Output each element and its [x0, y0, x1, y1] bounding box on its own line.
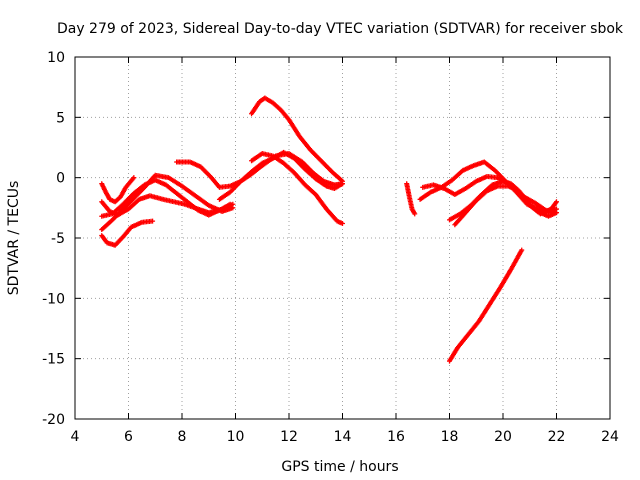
x-tick-label: 12	[280, 429, 298, 445]
series-track-n	[452, 183, 559, 228]
data-point	[340, 178, 345, 184]
series-track-i	[249, 95, 345, 184]
series-track-c	[99, 172, 236, 233]
axis-ticks: 4 6 8 10 12 14 16 18 20 22 24 -20 -15 -10 -5 0 5 10	[42, 50, 619, 445]
grid-lines	[75, 57, 610, 419]
y-tick-label: -5	[51, 231, 65, 247]
x-tick-label: 6	[124, 429, 133, 445]
y-tick-label: 5	[56, 110, 65, 126]
data-point	[230, 205, 236, 211]
data-point	[554, 210, 559, 216]
chart-title: Day 279 of 2023, Sidereal Day-to-day VTE…	[57, 21, 624, 37]
data-point	[340, 221, 345, 227]
x-axis-label: GPS time / hours	[281, 459, 398, 475]
series-track-j	[404, 181, 418, 217]
x-tick-label: 4	[71, 429, 80, 445]
x-tick-label: 20	[494, 429, 512, 445]
x-tick-label: 10	[227, 429, 245, 445]
x-tick-label: 18	[441, 429, 459, 445]
series-track-d	[99, 218, 156, 248]
data-point	[227, 201, 233, 207]
series-track-e	[99, 175, 137, 205]
data-point	[131, 175, 137, 181]
series-track-g	[216, 149, 345, 202]
x-tick-label: 22	[548, 429, 566, 445]
x-tick-label: 14	[334, 429, 352, 445]
data-series	[99, 95, 559, 364]
y-tick-label: -20	[42, 412, 65, 428]
y-tick-label: -15	[42, 352, 65, 368]
data-point	[519, 247, 525, 253]
y-tick-label: -10	[42, 291, 65, 307]
data-point	[150, 218, 156, 224]
y-axis-label: SDTVAR / TECUs	[6, 181, 22, 296]
data-point	[554, 199, 559, 205]
data-point	[412, 211, 418, 217]
series-track-o	[447, 247, 525, 364]
x-tick-label: 24	[601, 429, 619, 445]
x-tick-label: 8	[178, 429, 187, 445]
x-tick-label: 16	[387, 429, 405, 445]
y-tick-label: 10	[47, 50, 65, 66]
y-tick-label: 0	[56, 171, 65, 187]
series-track-h	[249, 151, 345, 227]
